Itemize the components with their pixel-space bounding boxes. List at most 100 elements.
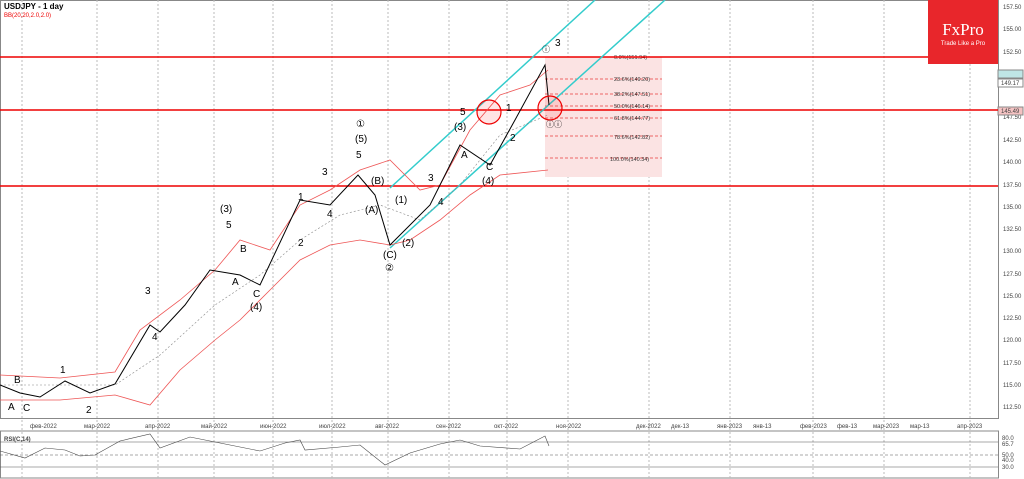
svg-text:май-2022: май-2022	[201, 423, 228, 430]
svg-text:авг-2022: авг-2022	[375, 424, 400, 430]
logo-name: FxPro	[942, 20, 984, 39]
svg-text:(5): (5)	[355, 134, 367, 145]
svg-text:5: 5	[226, 220, 232, 231]
svg-text:2: 2	[86, 405, 92, 416]
rsi-label: RSI(C,14)	[4, 437, 31, 443]
fxpro-logo: FxPro Trade Like a Pro	[928, 0, 998, 64]
svg-text:C: C	[253, 289, 260, 300]
svg-text:(3): (3)	[454, 122, 466, 133]
svg-text:3: 3	[145, 286, 151, 297]
svg-text:ⓘ: ⓘ	[542, 45, 550, 54]
indicator-label: BB(20,20,2.0,2.0)	[4, 13, 52, 19]
svg-text:B: B	[14, 375, 21, 386]
svg-text:(B): (B)	[371, 176, 384, 187]
svg-text:фев-2022: фев-2022	[30, 424, 57, 430]
svg-text:145.49: 145.49	[1001, 109, 1020, 115]
svg-text:фев-2023: фев-2023	[800, 424, 827, 430]
svg-text:4: 4	[438, 197, 444, 208]
svg-text:3: 3	[555, 38, 561, 49]
svg-text:мар-2023: мар-2023	[873, 424, 900, 430]
svg-text:①: ①	[356, 119, 365, 130]
svg-text:149.17: 149.17	[1001, 81, 1020, 87]
svg-text:(1): (1)	[395, 195, 407, 206]
logo-tagline: Trade Like a Pro	[940, 41, 986, 47]
svg-text:137.50: 137.50	[1003, 183, 1022, 189]
svg-text:мар-13: мар-13	[910, 424, 930, 430]
svg-text:апр-2023: апр-2023	[957, 424, 983, 430]
svg-text:1: 1	[298, 192, 304, 203]
svg-text:100.0%(140.34): 100.0%(140.34)	[610, 157, 649, 163]
svg-text:3: 3	[322, 167, 328, 178]
svg-text:C: C	[23, 403, 30, 414]
x-axis: фев-2022 мар-2022 апр-2022 май-2022 июн-20…	[30, 423, 983, 430]
svg-text:1: 1	[506, 103, 512, 114]
fib-labels: 0.0%(151.94) 23.6%(149.20) 38.2%(147.51) 5…	[610, 55, 650, 163]
svg-text:0.0%(151.94): 0.0%(151.94)	[614, 55, 647, 61]
svg-text:мар-2022: мар-2022	[84, 424, 111, 430]
trend-channel	[389, 0, 666, 249]
svg-text:115.00: 115.00	[1003, 383, 1022, 389]
svg-text:дек-13: дек-13	[671, 424, 690, 430]
y-axis: 157.50 155.00 152.50 147.50 142.50 140.00 1…	[1003, 5, 1022, 411]
svg-text:130.00: 130.00	[1003, 249, 1022, 255]
svg-text:(4): (4)	[250, 302, 262, 313]
svg-text:(3): (3)	[220, 204, 232, 215]
svg-text:3: 3	[428, 173, 434, 184]
svg-text:ⓘⓘ: ⓘⓘ	[546, 120, 562, 129]
svg-text:80.0: 80.0	[1002, 436, 1014, 442]
svg-text:23.6%(149.20): 23.6%(149.20)	[614, 77, 650, 83]
svg-text:июн-2022: июн-2022	[260, 424, 287, 430]
svg-text:дек-2022: дек-2022	[636, 424, 661, 430]
svg-text:окт-2022: окт-2022	[494, 424, 519, 430]
svg-text:4: 4	[327, 209, 333, 220]
svg-text:78.6%(142.82): 78.6%(142.82)	[614, 135, 650, 141]
svg-text:A: A	[8, 402, 15, 413]
svg-text:30.0: 30.0	[1002, 465, 1014, 471]
svg-text:A: A	[232, 277, 239, 288]
svg-text:фев-13: фев-13	[837, 424, 858, 430]
support-resistance	[0, 56, 998, 187]
svg-text:132.50: 132.50	[1003, 227, 1022, 233]
svg-text:61.8%(144.77): 61.8%(144.77)	[614, 116, 650, 122]
svg-text:2: 2	[510, 133, 516, 144]
svg-text:B: B	[240, 244, 247, 255]
svg-text:1: 1	[60, 365, 66, 376]
svg-text:142.50: 142.50	[1003, 138, 1022, 144]
svg-text:50.0: 50.0	[1002, 453, 1014, 459]
svg-text:A: A	[461, 150, 468, 161]
svg-text:2: 2	[298, 238, 304, 249]
svg-text:июл-2022: июл-2022	[319, 424, 346, 430]
svg-text:C: C	[486, 162, 493, 173]
svg-text:117.50: 117.50	[1003, 361, 1022, 367]
svg-text:40.0: 40.0	[1002, 458, 1014, 464]
svg-text:янв-2023: янв-2023	[717, 424, 743, 430]
svg-text:157.50: 157.50	[1003, 5, 1022, 11]
svg-text:(4): (4)	[482, 176, 494, 187]
svg-text:②: ②	[385, 263, 394, 274]
svg-text:155.00: 155.00	[1003, 27, 1022, 33]
svg-text:112.50: 112.50	[1003, 405, 1022, 411]
chart-title: USDJPY - 1 day	[4, 2, 64, 11]
svg-text:апр-2022: апр-2022	[145, 424, 171, 430]
wave-labels: A B C 1 2 3 4 (3) 5 B A C (4) 1 2 3 4 (5) 5 ① (A) (…	[8, 38, 562, 416]
svg-text:сен-2022: сен-2022	[436, 424, 462, 430]
svg-text:127.50: 127.50	[1003, 272, 1022, 278]
svg-text:38.2%(147.51): 38.2%(147.51)	[614, 92, 650, 98]
svg-text:5: 5	[460, 107, 466, 118]
svg-text:147.50: 147.50	[1003, 115, 1022, 121]
svg-text:135.00: 135.00	[1003, 205, 1022, 211]
svg-text:4: 4	[152, 332, 158, 343]
svg-text:(A): (A)	[365, 205, 378, 216]
svg-text:50.0%(146.14): 50.0%(146.14)	[614, 104, 650, 110]
svg-text:ноя-2022: ноя-2022	[556, 424, 582, 430]
svg-text:120.00: 120.00	[1003, 338, 1022, 344]
svg-text:140.00: 140.00	[1003, 160, 1022, 166]
svg-text:122.50: 122.50	[1003, 316, 1022, 322]
svg-text:(C): (C)	[383, 250, 397, 261]
grid	[21, 0, 971, 478]
svg-text:65.7: 65.7	[1002, 442, 1014, 448]
svg-text:(2): (2)	[402, 238, 414, 249]
svg-text:5: 5	[356, 150, 362, 161]
svg-text:янв-13: янв-13	[753, 424, 772, 430]
